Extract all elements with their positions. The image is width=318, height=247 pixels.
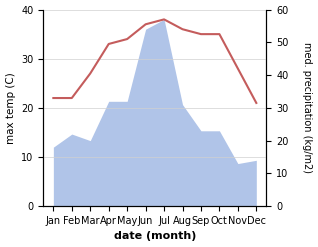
Y-axis label: max temp (C): max temp (C)	[5, 72, 16, 144]
Y-axis label: med. precipitation (kg/m2): med. precipitation (kg/m2)	[302, 42, 313, 173]
X-axis label: date (month): date (month)	[114, 231, 196, 242]
